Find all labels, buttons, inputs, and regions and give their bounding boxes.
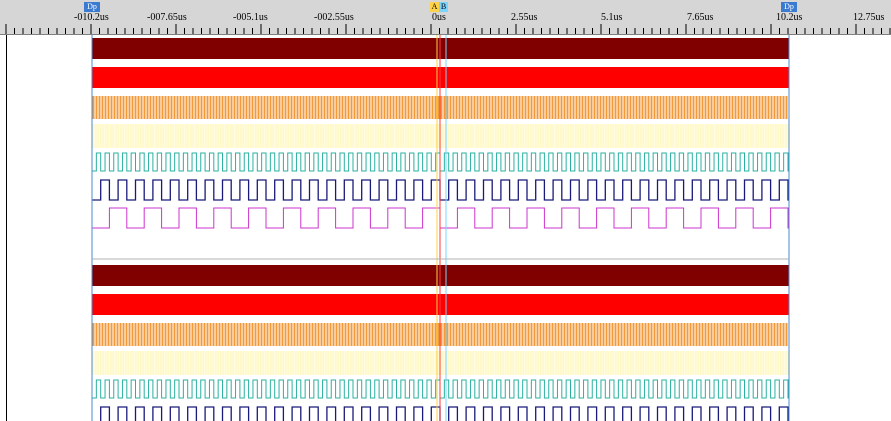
cursor-b-flag[interactable]: B [439, 2, 448, 12]
group1-trace-5[interactable] [92, 152, 789, 172]
group2-trace-5[interactable] [92, 379, 789, 399]
tick-label: -007.65us [147, 12, 187, 23]
cursor-a-flag[interactable]: A [430, 2, 439, 12]
tick-label: 0us [432, 12, 446, 23]
time-ruler[interactable]: Dp Dp A B -010.2us -007.65us -005.1us -0… [0, 0, 891, 35]
group1-trace-6[interactable] [92, 179, 789, 201]
tick-label: 5.1us [601, 12, 623, 23]
right-dp-flag[interactable]: Dp [781, 2, 797, 12]
tick-label: 10.2us [776, 12, 803, 23]
group1-trace-7[interactable] [92, 207, 789, 229]
waveform-svg[interactable] [0, 35, 891, 421]
tick-label: -010.2us [74, 12, 109, 23]
ruler-ticks [5, 24, 891, 34]
tick-label: 12.75us [853, 12, 885, 23]
tick-label: 7.65us [687, 12, 714, 23]
group2-trace-6[interactable] [92, 406, 789, 421]
tick-label: -005.1us [233, 12, 268, 23]
tick-label: 2.55us [511, 12, 538, 23]
left-dp-flag[interactable]: Dp [84, 2, 100, 12]
tick-label: -002.55us [314, 12, 354, 23]
left-edge-line [6, 35, 7, 421]
waveform-canvas[interactable] [0, 35, 891, 421]
